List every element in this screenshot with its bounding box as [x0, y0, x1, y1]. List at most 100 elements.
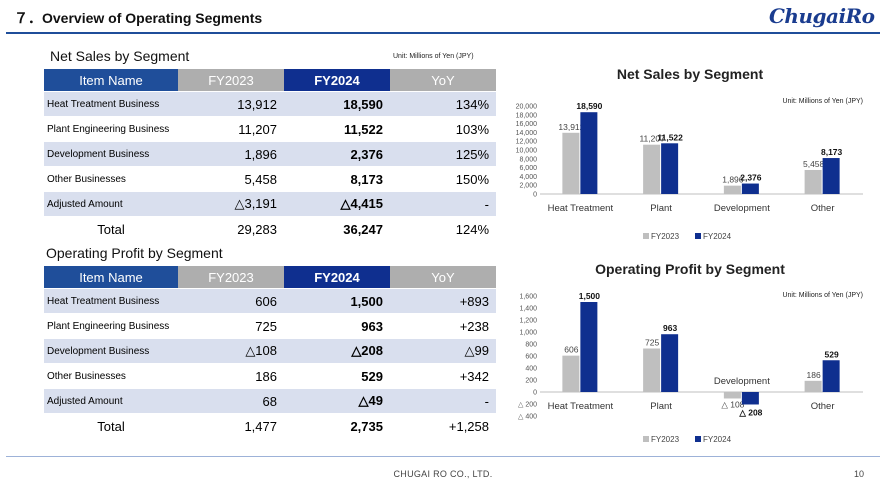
data-label: 963 — [663, 323, 677, 333]
row-name: Adjusted Amount — [44, 191, 178, 217]
y-tick-label: 10,000 — [516, 148, 538, 155]
row-name: Plant Engineering Business — [44, 116, 178, 142]
data-label: 725 — [645, 338, 659, 348]
legend-swatch — [695, 436, 701, 442]
data-label: 606 — [564, 345, 578, 355]
legend-swatch — [695, 233, 701, 239]
column-header-fy2023: FY2023 — [178, 266, 284, 289]
bar-fy2023-heat-treatment — [562, 132, 580, 194]
operating-profit-chart: Unit: Millions of Yen (JPY) △ 400 △ 200 0 20… — [518, 291, 863, 444]
y-tick-label: 8,000 — [519, 156, 537, 163]
row-name: Heat Treatment Business — [44, 288, 178, 314]
row-name: Plant Engineering Business — [44, 313, 178, 339]
legend-label: FY2024 — [703, 232, 732, 241]
y-tick-label: 12,000 — [516, 139, 538, 146]
operating-profit-chart-title: Operating Profit by Segment — [595, 261, 785, 277]
x-category-label: Other — [811, 203, 835, 214]
yoy-value: +238 — [390, 313, 496, 339]
net-sales-table: Item Name FY2023 FY2024 YoY Heat Treatme… — [44, 69, 496, 242]
chart-unit-label: Unit: Millions of Yen (JPY) — [782, 98, 863, 105]
fy2024-total: 2,735 — [284, 413, 390, 439]
y-tick-label: 0 — [533, 192, 537, 199]
total-label: Total — [44, 413, 178, 439]
data-label: 8,173 — [821, 147, 843, 157]
yoy-value: 125% — [390, 141, 496, 167]
fy2023-value: 13,912 — [178, 91, 284, 117]
x-category-label: Other — [811, 401, 835, 412]
y-tick-label: 800 — [525, 342, 537, 349]
fy2023-value: 11,207 — [178, 116, 284, 142]
fy2024-value: 11,522 — [284, 116, 390, 142]
x-category-label: Development — [714, 376, 770, 387]
fy2024-value: 1,500 — [284, 288, 390, 314]
data-label: 186 — [807, 370, 821, 380]
y-tick-label: 16,000 — [516, 121, 538, 128]
bar-fy2023-heat-treatment — [562, 355, 580, 392]
legend-swatch — [643, 436, 649, 442]
yoy-total: 124% — [390, 216, 496, 242]
yoy-value: 134% — [390, 91, 496, 117]
data-label: 13,912 — [558, 122, 584, 132]
fy2023-value: 68 — [178, 388, 284, 414]
data-label: 11,207 — [639, 134, 665, 144]
y-tick-label: 1,200 — [519, 318, 537, 325]
bar-fy2024-other — [822, 360, 840, 392]
row-name: Heat Treatment Business — [44, 91, 178, 117]
data-label: 5,458 — [803, 159, 825, 169]
operating-profit-table-title: Operating Profit by Segment — [46, 245, 223, 261]
company-logo: ChugaiRo — [769, 4, 875, 28]
row-name: Development Business — [44, 338, 178, 364]
fy2024-total: 36,247 — [284, 216, 390, 242]
bar-fy2023-development — [723, 392, 741, 399]
bar-fy2024-other — [822, 158, 840, 194]
row-name: Other Businesses — [44, 363, 178, 389]
data-label: 2,376 — [740, 173, 762, 183]
operating-profit-table: Item Name FY2023 FY2024 YoY Heat Treatme… — [44, 266, 496, 439]
legend-label: FY2023 — [651, 435, 680, 444]
fy2023-value: 5,458 — [178, 166, 284, 192]
fy2023-total: 29,283 — [178, 216, 284, 242]
column-header-yoy: YoY — [390, 266, 496, 289]
footer-company: CHUGAI RO CO., LTD. — [393, 469, 493, 479]
page-number: 10 — [854, 469, 865, 479]
table-row: Heat Treatment Business 606 1,500 +893 — [44, 288, 496, 314]
column-header-item-name: Item Name — [44, 69, 178, 92]
net-sales-unit: Unit: Millions of Yen (JPY) — [393, 53, 474, 60]
y-tick-label: 200 — [525, 378, 537, 385]
column-header-item-name: Item Name — [44, 266, 178, 289]
bar-fy2024-heat-treatment — [580, 302, 598, 392]
table-row: Plant Engineering Business 725 963 +238 — [44, 313, 496, 339]
bar-fy2024-development — [741, 183, 759, 194]
data-label: 1,896 — [722, 175, 744, 185]
y-tick-label: 14,000 — [516, 130, 538, 137]
bar-fy2024-development — [741, 392, 759, 405]
yoy-value: △99 — [390, 338, 496, 364]
yoy-value: 103% — [390, 116, 496, 142]
fy2023-total: 1,477 — [178, 413, 284, 439]
net-sales-table-title: Net Sales by Segment — [50, 48, 190, 64]
table-row: Heat Treatment Business 13,912 18,590 13… — [44, 91, 496, 117]
bar-fy2023-plant — [643, 348, 661, 392]
data-label: 1,500 — [579, 291, 601, 301]
total-row: Total 1,477 2,735 +1,258 — [44, 413, 496, 439]
y-tick-label: 2,000 — [519, 183, 537, 190]
column-header-fy2024: FY2024 — [284, 69, 390, 92]
column-header-fy2023: FY2023 — [178, 69, 284, 92]
fy2024-value: △4,415 — [284, 191, 390, 217]
table-row: Plant Engineering Business 11,207 11,522… — [44, 116, 496, 142]
row-name: Other Businesses — [44, 166, 178, 192]
x-category-label: Plant — [650, 401, 672, 412]
yoy-value: - — [390, 388, 496, 414]
header-divider — [6, 32, 880, 34]
row-name: Development Business — [44, 141, 178, 167]
fy2023-value: △108 — [178, 338, 284, 364]
table-row: Development Business △108 △208 △99 — [44, 338, 496, 364]
fy2023-value: 1,896 — [178, 141, 284, 167]
bar-fy2023-development — [723, 185, 741, 194]
yoy-value: +342 — [390, 363, 496, 389]
fy2024-value: 2,376 — [284, 141, 390, 167]
x-category-label: Development — [714, 203, 770, 214]
bar-fy2024-plant — [661, 334, 679, 392]
total-label: Total — [44, 216, 178, 242]
column-header-yoy: YoY — [390, 69, 496, 92]
